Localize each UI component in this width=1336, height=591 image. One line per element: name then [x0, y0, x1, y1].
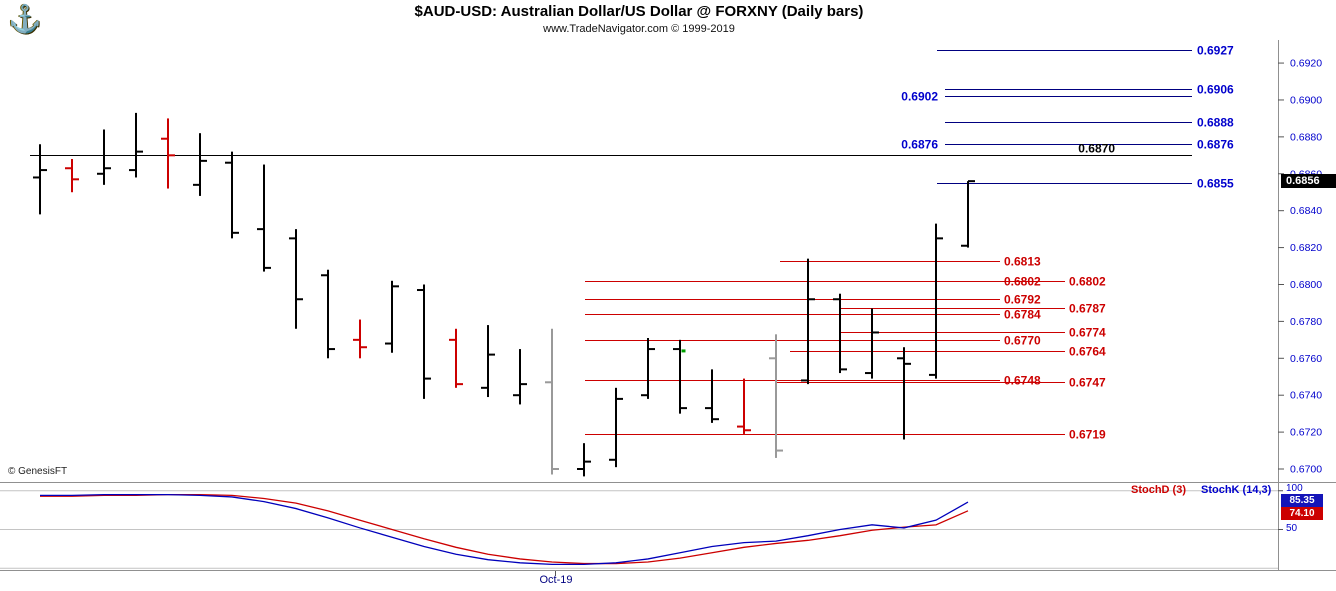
- price-axis-label: 0.6800: [1290, 279, 1322, 291]
- watermark: © GenesisFT: [8, 466, 68, 477]
- price-level-label: 0.6813: [1004, 255, 1041, 269]
- ohlc-bar: [289, 229, 303, 329]
- ohlc-bar: [705, 369, 719, 423]
- stoch-axis-label-100: 100: [1286, 483, 1303, 494]
- page-subtitle: www.TradeNavigator.com © 1999-2019: [543, 23, 735, 35]
- price-axis-label: 0.6820: [1290, 242, 1322, 254]
- stoch-d-value-badge: 74.10: [1281, 507, 1323, 520]
- ohlc-bar: [449, 328, 463, 388]
- price-level-label: 0.6787: [1069, 302, 1106, 316]
- price-level-label: 0.6770: [1004, 334, 1041, 348]
- ohlc-bar: [929, 223, 943, 379]
- stochd-legend: StochD (3): [1131, 484, 1186, 496]
- price-level-label: 0.6927: [1197, 44, 1234, 58]
- price-axis-label: 0.6880: [1290, 131, 1322, 143]
- ohlc-bar: [737, 378, 751, 434]
- price-axis-label: 0.6780: [1290, 316, 1322, 328]
- ohlc-bar: [481, 325, 495, 398]
- price-level-label: 0.6888: [1197, 116, 1234, 130]
- chart-marker: [681, 349, 686, 353]
- stochk-line: [40, 493, 969, 566]
- price-level-label: 0.6870: [1078, 142, 1115, 156]
- price-axis-label: 0.6740: [1290, 390, 1322, 402]
- price-level-label: 0.6719: [1069, 428, 1106, 442]
- anchor-icon: ⚓: [8, 4, 42, 34]
- price-level-label: 0.6855: [1197, 177, 1234, 191]
- ohlc-bar: [65, 159, 79, 193]
- price-axis-label: 0.6840: [1290, 205, 1322, 217]
- ohlc-bar: [769, 334, 783, 458]
- price-axis-label: 0.6700: [1290, 464, 1322, 476]
- ohlc-bar: [833, 293, 847, 374]
- ohlc-bar: [609, 387, 623, 468]
- price-axis-label: 0.6760: [1290, 353, 1322, 365]
- price-level-label: 0.6784: [1004, 308, 1041, 322]
- ohlc-bar: [129, 112, 143, 178]
- ohlc-bar: [513, 349, 527, 405]
- price-level-label: 0.6764: [1069, 345, 1106, 359]
- price-axis-label: 0.6720: [1290, 427, 1322, 439]
- ohlc-bar: [801, 258, 815, 385]
- date-axis-label: Oct-19: [539, 574, 573, 586]
- ohlc-bar: [417, 284, 431, 399]
- price-level-label: 0.6876: [1197, 138, 1234, 152]
- ohlc-bar: [321, 269, 335, 359]
- ohlc-bar: [193, 133, 207, 196]
- ohlc-bar: [257, 164, 271, 272]
- last-price-badge: 0.6856: [1281, 174, 1336, 188]
- price-level-label: 0.6802: [1069, 275, 1106, 289]
- ohlc-bar: [897, 347, 911, 440]
- price-axis-label: 0.6900: [1290, 94, 1322, 106]
- price-level-label: 0.6747: [1069, 376, 1106, 390]
- price-axis-label: 0.6920: [1290, 58, 1322, 70]
- price-level-label: 0.6792: [1004, 293, 1041, 307]
- ohlc-bar: [225, 151, 239, 239]
- ohlc-bar: [385, 280, 399, 353]
- ohlc-bar: [353, 319, 367, 359]
- ohlc-bar: [577, 443, 591, 477]
- ohlc-bar: [545, 328, 559, 475]
- stoch-axis-label-50: 50: [1286, 523, 1298, 534]
- price-level-label: 0.6902: [901, 90, 938, 104]
- ohlc-bar: [641, 337, 655, 399]
- price-level-label: 0.6906: [1197, 83, 1234, 97]
- stoch-k-value-badge: 85.35: [1281, 494, 1323, 507]
- ohlc-bar: [865, 308, 879, 379]
- ohlc-bar: [961, 180, 975, 248]
- stochk-legend: StochK (14,3): [1201, 484, 1272, 496]
- ohlc-bar: [161, 118, 175, 189]
- price-level-label: 0.6748: [1004, 374, 1041, 388]
- ohlc-bar: [673, 339, 687, 414]
- price-level-label: 0.6876: [901, 138, 938, 152]
- price-level-label: 0.6774: [1069, 326, 1106, 340]
- ohlc-bar: [97, 129, 111, 185]
- page-title: $AUD-USD: Australian Dollar/US Dollar @ …: [414, 3, 864, 20]
- ohlc-bar: [33, 144, 47, 215]
